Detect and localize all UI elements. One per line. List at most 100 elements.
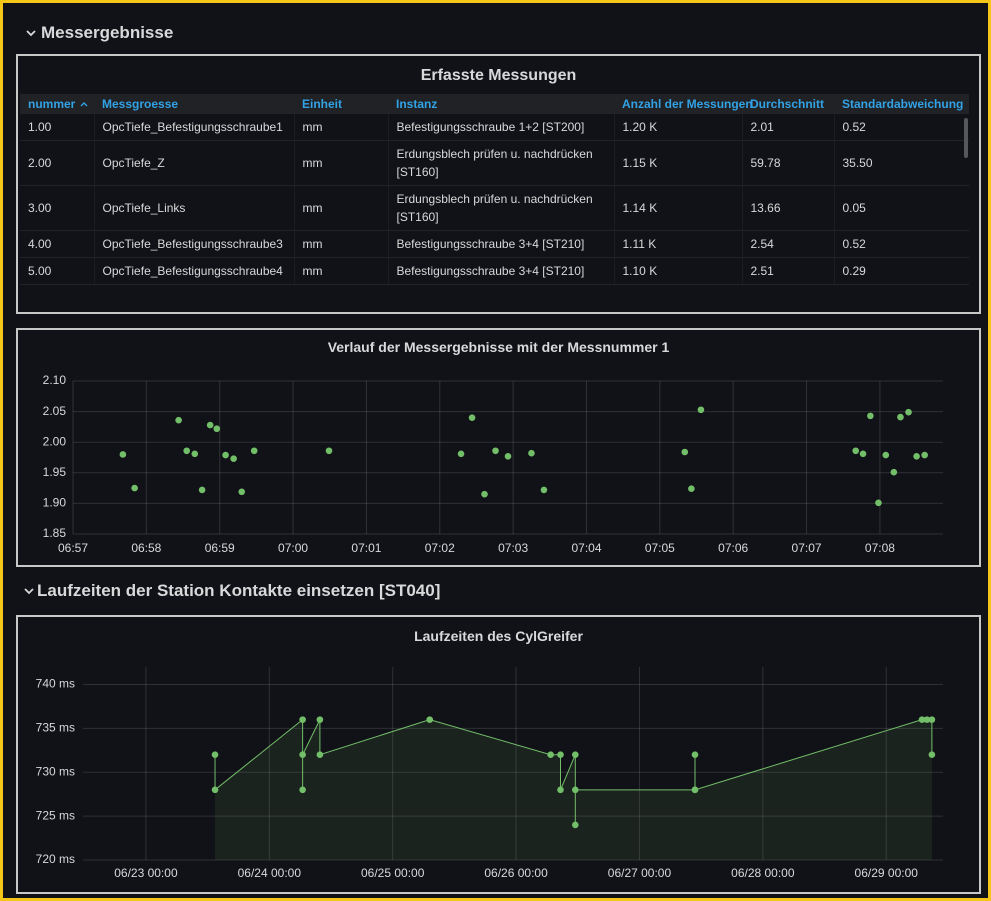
table-cell: 0.52 [834, 114, 969, 141]
sort-icon[interactable] [79, 100, 89, 108]
data-point [905, 408, 912, 416]
x-tick-label: 07:07 [792, 541, 822, 555]
column-header[interactable]: Anzahl der Messungen [614, 94, 753, 114]
table-cell: 4.00 [20, 230, 95, 258]
data-point [213, 425, 221, 433]
table-cell: Befestigungsschraube 1+2 [ST200] [388, 114, 615, 141]
data-point [875, 499, 882, 507]
section-title[interactable]: Messergebnisse [41, 23, 174, 42]
x-tick-label: 07:03 [498, 541, 528, 555]
table-cell: 1.14 K [614, 185, 743, 231]
x-tick-label: 07:08 [865, 541, 895, 555]
table-cell: Erdungsblech prüfen u. nachdrücken [ST16… [388, 185, 615, 231]
data-point [890, 468, 898, 476]
data-point [557, 786, 564, 794]
table-cell: mm [294, 140, 389, 186]
x-tick-label: 06/27 00:00 [608, 866, 672, 880]
data-point [882, 451, 890, 459]
data-point [299, 751, 306, 759]
data-point [481, 490, 488, 498]
table-row: 5.00 OpcTiefe_Befestigungsschraube4 mm Befe… [20, 257, 969, 285]
column-header[interactable]: Standardabweichung [834, 94, 969, 114]
chart-panel: Laufzeiten des CylGreifer [16, 615, 981, 894]
scrollbar[interactable] [964, 118, 968, 158]
data-point [191, 450, 199, 458]
data-point [175, 416, 182, 424]
data-point [572, 751, 579, 759]
table-cell: 59.78 [742, 140, 835, 186]
table-cell: 2.51 [742, 257, 835, 285]
y-tick-label: 735 ms [36, 721, 75, 735]
table-cell: 0.05 [834, 185, 969, 231]
column-header[interactable]: Durchschnitt [742, 94, 834, 114]
table-header: nummer Messgroesse Einheit Instanz Anzahl de… [20, 94, 969, 114]
data-point [540, 486, 548, 494]
data-point [250, 447, 258, 455]
table-cell: 1.20 K [614, 114, 743, 141]
collapse-chevron[interactable] [25, 28, 37, 38]
column-header-label: Instanz [396, 97, 438, 111]
table-cell: 1.11 K [614, 230, 743, 258]
section-title[interactable]: Laufzeiten der Station Kontakte einsetze… [37, 581, 441, 600]
y-tick-label: 2.05 [43, 404, 67, 418]
data-point [316, 751, 324, 759]
table-row: 3.00 OpcTiefe_Links mm Erdungsblech prüfen … [20, 185, 969, 231]
table-cell: 13.66 [742, 185, 835, 231]
column-header-label: Anzahl der Messungen [622, 97, 753, 111]
data-point [528, 449, 535, 457]
table-cell: 2.54 [742, 230, 835, 258]
table-cell: OpcTiefe_Links [94, 185, 295, 231]
data-point [681, 448, 689, 456]
table-cell: Erdungsblech prüfen u. nachdrücken [ST16… [388, 140, 615, 186]
data-point [299, 786, 306, 794]
y-tick-label: 740 ms [36, 677, 75, 691]
data-point [183, 447, 191, 455]
y-tick-label: 725 ms [36, 808, 75, 822]
data-point [852, 447, 860, 455]
column-header-label: Einheit [302, 97, 343, 111]
table-cell: 35.50 [834, 140, 969, 186]
data-point [206, 421, 214, 429]
column-header[interactable]: Instanz [388, 94, 614, 114]
x-tick-label: 07:01 [351, 541, 381, 555]
table-row: 1.00 OpcTiefe_Befestigungsschraube1 mm Befe… [20, 114, 969, 141]
table-cell: OpcTiefe_Z [94, 140, 295, 186]
data-point [691, 751, 699, 759]
column-header[interactable]: nummer [20, 94, 94, 114]
x-tick-label: 07:02 [425, 541, 455, 555]
x-tick-label: 07:04 [571, 541, 601, 555]
data-point [131, 484, 138, 492]
table-cell: mm [294, 114, 389, 141]
y-tick-label: 730 ms [36, 764, 75, 778]
data-point [299, 716, 306, 723]
x-tick-label: 06:59 [205, 541, 235, 555]
table-cell: Befestigungsschraube 3+4 [ST210] [388, 230, 615, 258]
table-cell: 3.00 [20, 185, 95, 231]
data-point [426, 716, 434, 723]
data-point [923, 716, 931, 723]
data-point [688, 485, 695, 493]
x-tick-label: 07:05 [645, 541, 675, 555]
data-point [238, 488, 246, 496]
collapse-chevron[interactable] [23, 586, 35, 596]
data-point [211, 786, 219, 794]
x-tick-label: 07:06 [718, 541, 748, 555]
table-cell: OpcTiefe_Befestigungsschraube1 [94, 114, 295, 141]
column-header-label: Standardabweichung [842, 97, 964, 111]
x-tick-label: 06/24 00:00 [238, 866, 302, 880]
panel-title: Erfasste Messungen [420, 67, 577, 84]
table-container: nummer Messgroesse Einheit Instanz Anzahl de… [20, 94, 969, 292]
data-point [504, 452, 512, 460]
column-header-label: nummer [28, 97, 76, 111]
data-point [325, 447, 333, 455]
column-header[interactable]: Messgroesse [94, 94, 294, 114]
table-cell: OpcTiefe_Befestigungsschraube4 [94, 257, 295, 285]
x-tick-label: 06/26 00:00 [484, 866, 548, 880]
y-tick-label: 720 ms [36, 852, 75, 866]
table-body: 1.00 OpcTiefe_Befestigungsschraube1 mm Befe… [20, 114, 969, 285]
column-header[interactable]: Einheit [294, 94, 388, 114]
x-tick-label: 06/28 00:00 [731, 866, 795, 880]
data-point [928, 716, 936, 723]
